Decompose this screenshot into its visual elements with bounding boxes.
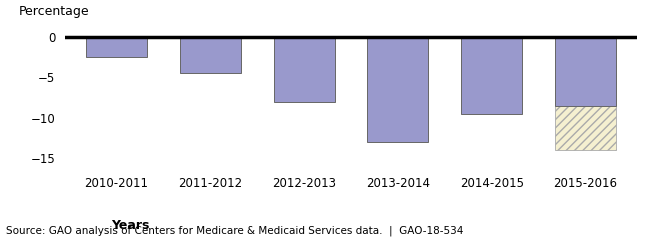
Text: Years: Years <box>111 219 149 232</box>
Bar <box>462 37 522 114</box>
Text: Source: GAO analysis of Centers for Medicare & Medicaid Services data.  |  GAO-1: Source: GAO analysis of Centers for Medi… <box>6 225 464 236</box>
Bar <box>555 37 616 150</box>
Bar <box>274 37 335 102</box>
Bar <box>86 37 147 57</box>
Bar <box>555 37 616 106</box>
Text: Percentage: Percentage <box>20 5 90 18</box>
Bar <box>180 37 240 73</box>
Bar <box>367 37 428 142</box>
